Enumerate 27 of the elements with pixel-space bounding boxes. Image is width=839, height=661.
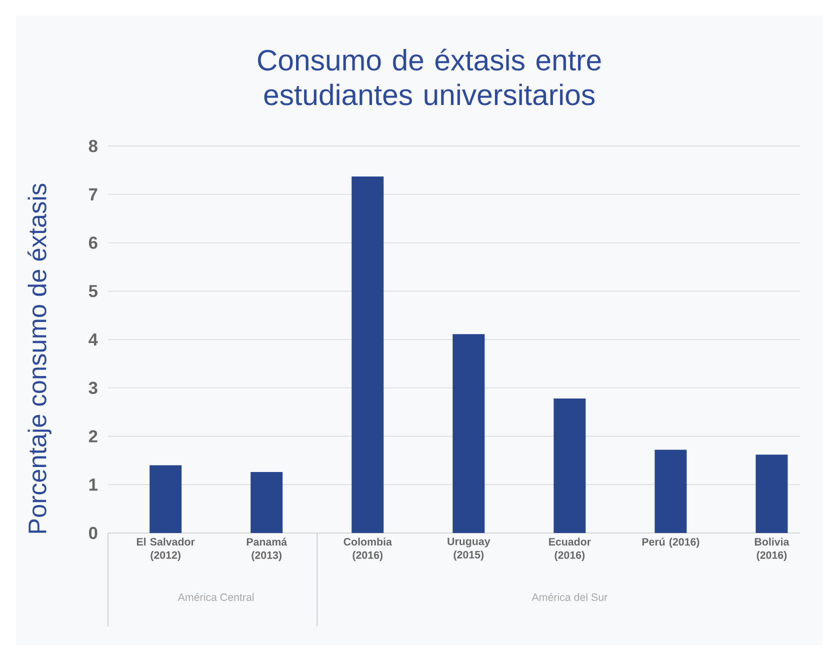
x-tick-label: Perú (2016) bbox=[642, 538, 700, 548]
text: América Central bbox=[178, 593, 254, 601]
bar bbox=[352, 176, 384, 533]
x-tick-label: Ecuador (2016) bbox=[549, 538, 591, 561]
y-tick-label: 5 bbox=[88, 285, 98, 298]
y-tick-label: 6 bbox=[88, 236, 98, 249]
y-tick-label: 2 bbox=[88, 430, 98, 442]
text: América del Sur bbox=[532, 593, 608, 601]
y-axis-title: Porcentaje consumo de éxtasis bbox=[27, 184, 52, 533]
y-tick-label: 1 bbox=[89, 478, 98, 491]
x-tick-label: Uruguay (2015) bbox=[448, 538, 490, 561]
chart-title: Consumo de éxtasis entre estudiantes universitarios bbox=[258, 48, 601, 106]
y-tick-label: 3 bbox=[88, 382, 98, 394]
x-tick-label: Colombia (2016) bbox=[344, 538, 392, 561]
y-tick-label: 7 bbox=[89, 188, 98, 200]
y-tick-label: 0 bbox=[89, 526, 98, 540]
bar bbox=[250, 472, 283, 533]
x-tick-label: Bolivia (2016) bbox=[754, 538, 790, 561]
y-tick-label: 4 bbox=[88, 334, 98, 346]
x-tick-label: Panamá (2013) bbox=[246, 538, 288, 562]
bar bbox=[554, 398, 586, 533]
bar bbox=[756, 454, 788, 533]
x-tick-label: El Salvador (2012) bbox=[136, 538, 195, 561]
bar bbox=[654, 450, 687, 533]
bar bbox=[452, 334, 485, 533]
bar bbox=[150, 465, 182, 533]
y-tick-label: 8 bbox=[88, 140, 98, 152]
